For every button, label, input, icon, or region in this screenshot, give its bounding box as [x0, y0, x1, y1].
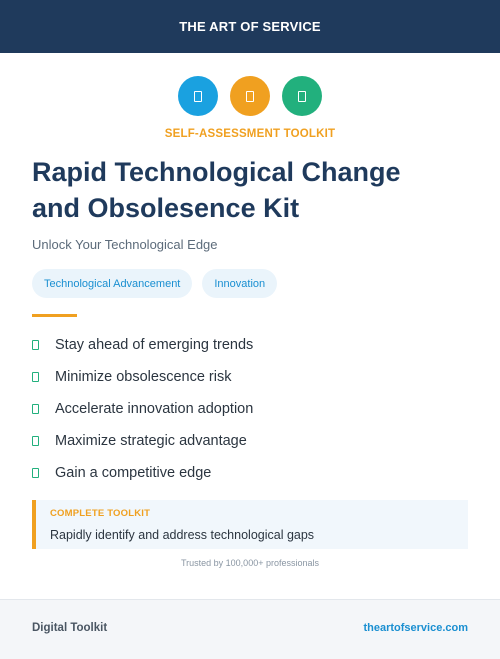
list-item: Gain a competitive edge: [32, 457, 253, 489]
header-bar: THE ART OF SERVICE: [0, 0, 500, 53]
accent-divider: [32, 314, 77, 317]
footer-label: Digital Toolkit: [32, 622, 108, 634]
footer-bar: Digital Toolkit theartofservice.com: [0, 599, 500, 659]
callout-text: Rapidly identify and address technologic…: [50, 528, 315, 542]
check-icon: [32, 404, 39, 414]
check-icon: [32, 436, 39, 446]
tag-list: Technological Advancement Innovation: [32, 269, 278, 298]
benefit-text: Minimize obsolescence risk: [55, 369, 232, 385]
tag-technological-advancement[interactable]: Technological Advancement: [32, 269, 193, 298]
benefit-text: Stay ahead of emerging trends: [55, 337, 254, 353]
check-icon: [32, 340, 39, 350]
orange-document-icon: [230, 76, 270, 116]
title-line-2: and Obsolesence Kit: [32, 193, 300, 223]
list-item: Minimize obsolescence risk: [32, 361, 253, 393]
list-item: Accelerate innovation adoption: [32, 393, 253, 425]
benefit-list: Stay ahead of emerging trends Minimize o…: [32, 329, 253, 489]
check-icon: [32, 372, 39, 382]
trust-statement: Trusted by 100,000+ professionals: [180, 558, 319, 568]
benefit-text: Maximize strategic advantage: [55, 433, 247, 449]
benefit-text: Gain a competitive edge: [55, 465, 212, 481]
blue-document-icon: [178, 76, 218, 116]
list-item: Stay ahead of emerging trends: [32, 329, 253, 361]
icon-row: [0, 76, 500, 116]
toolkit-eyebrow: SELF-ASSESSMENT TOOLKIT: [164, 128, 336, 140]
check-icon: [32, 468, 39, 478]
benefit-text: Accelerate innovation adoption: [55, 401, 254, 417]
website-link[interactable]: theartofservice.com: [363, 622, 468, 634]
title-line-1: Rapid Technological Change: [32, 157, 401, 187]
callout-label: COMPLETE TOOLKIT: [50, 508, 151, 519]
page-subtitle: Unlock Your Technological Edge: [32, 237, 218, 252]
tag-innovation[interactable]: Innovation: [202, 269, 278, 298]
page-title: Rapid Technological Change and Obsolesen…: [32, 154, 472, 226]
complete-toolkit-callout: COMPLETE TOOLKIT Rapidly identify and ad…: [32, 500, 468, 549]
green-document-icon: [282, 76, 322, 116]
brand-name: THE ART OF SERVICE: [179, 19, 321, 34]
list-item: Maximize strategic advantage: [32, 425, 253, 457]
